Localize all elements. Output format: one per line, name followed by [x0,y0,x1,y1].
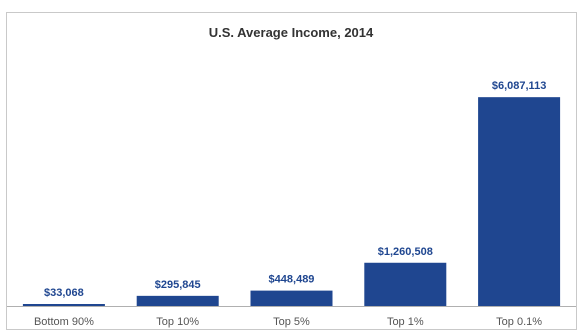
data-labels-group: $33,068 $295,845 $448,489 $1,260,508 $6,087,… [44,80,546,299]
data-label: $33,068 [44,287,84,299]
bar-chart: U.S. Average Income, 2014 $33,068 $295,84… [7,25,576,328]
category-labels-group: Bottom 90% Top 10% Top 5% Top 1% Top 0.1% [34,316,542,328]
data-label: $1,260,508 [378,246,433,258]
category-label: Bottom 90% [34,316,94,328]
bar-bottom-90 [22,304,105,306]
bar-top-5 [250,290,333,306]
bar-top-0-1 [478,97,561,307]
category-label: Top 0.1% [496,316,542,328]
bar-top-1 [364,262,447,306]
category-label: Top 10% [156,316,199,328]
data-label: $6,087,113 [492,80,546,92]
chart-frame: U.S. Average Income, 2014 $33,068 $295,84… [6,12,577,330]
bar-top-10 [136,295,219,306]
chart-title: U.S. Average Income, 2014 [209,25,374,40]
bars-group [22,97,561,307]
data-label: $295,845 [155,279,201,291]
data-label: $448,489 [269,274,315,286]
category-label: Top 5% [273,316,310,328]
category-label: Top 1% [387,316,424,328]
